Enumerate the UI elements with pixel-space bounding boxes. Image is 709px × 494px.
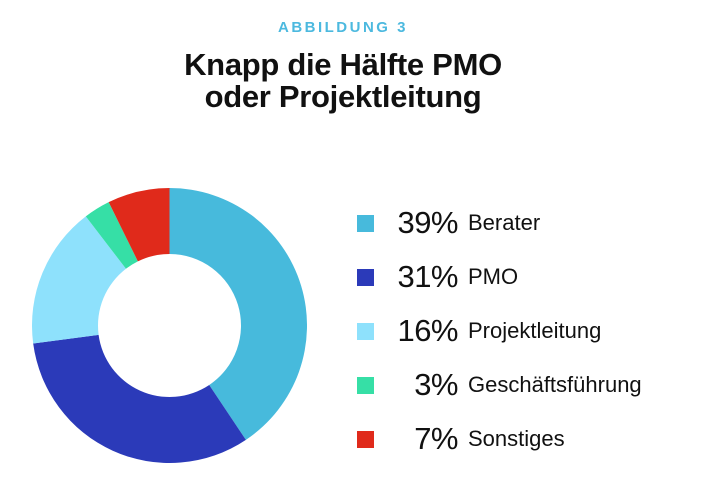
legend-label: Geschäftsführung (468, 372, 642, 397)
legend-label: Berater (468, 210, 541, 235)
title-line-1: Knapp die Hälfte PMO (184, 47, 502, 82)
donut-chart-svg (32, 188, 307, 463)
legend-label: PMO (468, 264, 519, 289)
donut-segment-sonstiges (108, 188, 170, 262)
donut-segment-berater (169, 188, 307, 440)
legend-swatch-pmo (357, 268, 374, 286)
legend-percent: 31% (397, 259, 458, 294)
legend-percent: 7% (414, 421, 458, 456)
legend-percent: 39% (397, 205, 458, 240)
donut-segment-geschäftsführung (85, 202, 138, 269)
legend-label: Sonstiges (468, 426, 565, 451)
legend-percent: 16% (397, 313, 458, 348)
chart-legend: 39% Berater 31% PMO 16% Projektleitung 3… (357, 196, 697, 466)
legend-item: 39% Berater (357, 196, 697, 250)
legend-label: Projektleitung (468, 318, 602, 343)
donut-segment-pmo (33, 334, 246, 463)
figure-label: ABBILDUNG 3 (277, 19, 408, 36)
legend-swatch-sonstiges (357, 430, 374, 448)
page-title: Knapp die Hälfte PMO oder Projektleitung (0, 49, 686, 113)
legend-percent: 3% (414, 367, 458, 402)
legend-swatch-projektleitung (357, 322, 374, 340)
legend-item: 16% Projektleitung (357, 304, 697, 358)
legend-item: 3% Geschäftsführung (357, 358, 697, 412)
donut-chart (32, 188, 307, 463)
legend-item: 31% PMO (357, 250, 697, 304)
legend-item: 7% Sonstiges (357, 412, 697, 466)
donut-segment-projektleitung (32, 216, 126, 344)
legend-swatch-geschaeftsfuehrung (357, 376, 374, 394)
legend-swatch-berater (357, 214, 374, 232)
title-line-2: oder Projektleitung (204, 79, 482, 114)
